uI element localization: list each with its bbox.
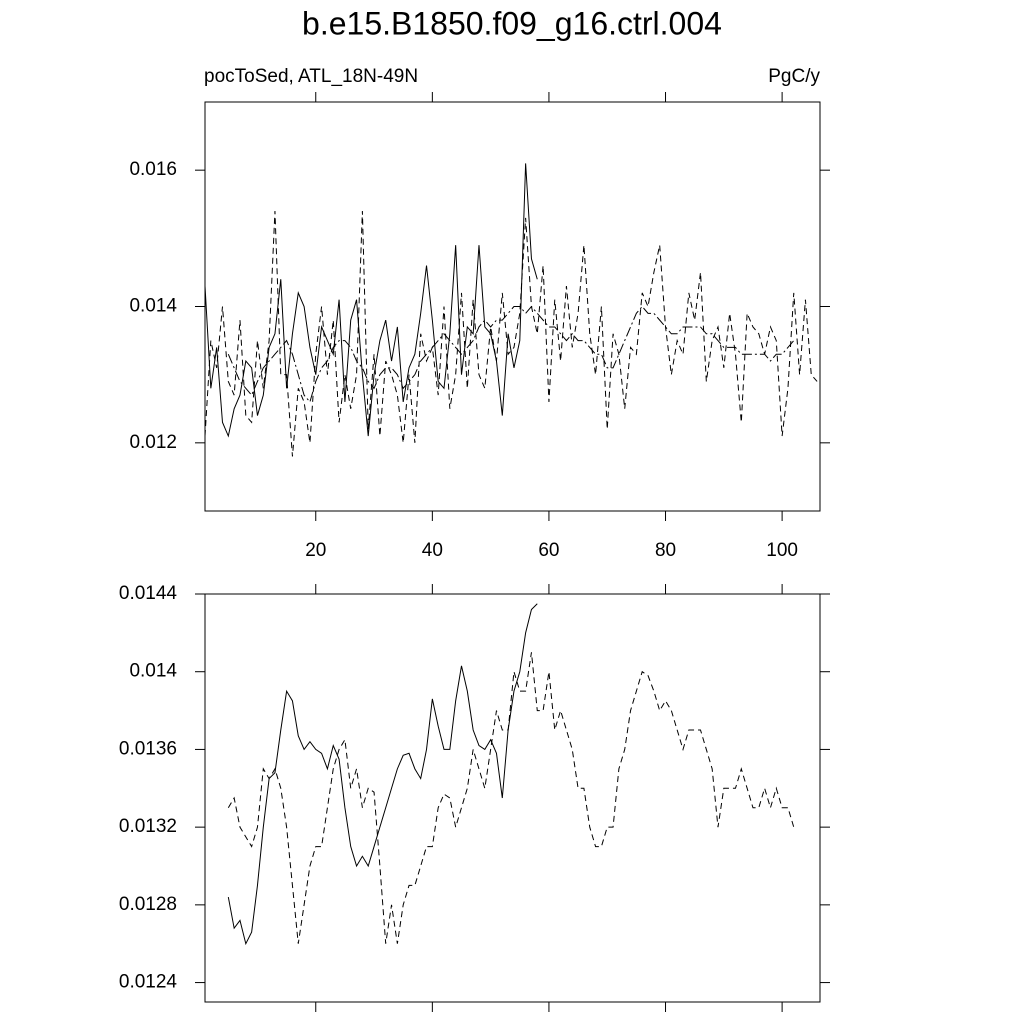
x-tick-label: 20 bbox=[305, 540, 326, 561]
y-tick-label: 0.014 bbox=[129, 296, 177, 317]
y-tick-label: 0.014 bbox=[129, 661, 177, 682]
y-tick-label: 0.0128 bbox=[119, 894, 177, 915]
x-tick-label: 40 bbox=[422, 540, 443, 561]
y-tick-label: 0.0136 bbox=[119, 738, 177, 759]
right-string: PgC/y bbox=[768, 66, 820, 87]
y-tick-label: 0.016 bbox=[129, 159, 177, 180]
x-tick-label: 60 bbox=[538, 540, 559, 561]
data-line bbox=[204, 163, 538, 438]
data-line bbox=[227, 603, 538, 946]
data-line bbox=[227, 652, 795, 944]
y-tick-label: 0.0124 bbox=[119, 972, 178, 993]
plot-frame bbox=[204, 593, 821, 1003]
x-tick-label: 100 bbox=[766, 540, 798, 561]
data-line bbox=[227, 305, 795, 403]
x-tick-label: 80 bbox=[655, 540, 676, 561]
y-tick-label: 0.012 bbox=[129, 432, 177, 453]
data-line bbox=[204, 211, 818, 457]
y-tick-label: 0.0144 bbox=[119, 583, 178, 604]
y-tick-label: 0.0132 bbox=[119, 816, 177, 837]
chart-title: b.e15.B1850.f09_g16.ctrl.004 bbox=[302, 5, 722, 41]
left-string: pocToSed, ATL_18N-49N bbox=[204, 66, 418, 87]
